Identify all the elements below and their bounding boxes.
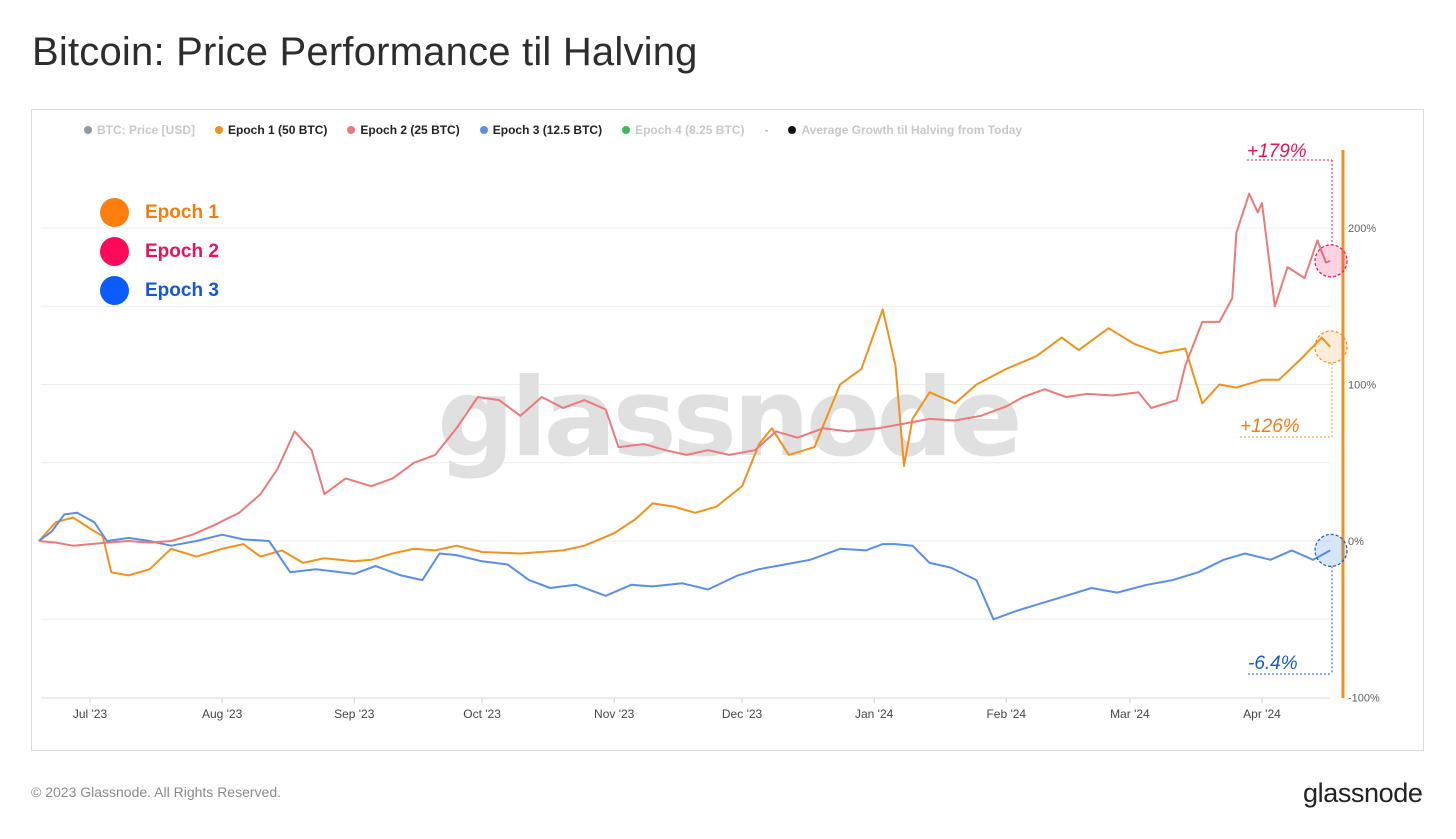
x-tick-label: Jan '24 [855, 707, 894, 721]
legend-item[interactable]: Epoch 4 (8.25 BTC) [622, 123, 744, 137]
legend-dot-icon [84, 126, 92, 134]
legend-dot-icon [788, 126, 797, 134]
legend-dot-icon [479, 126, 488, 134]
legend-label: Average Growth til Halving from Today [801, 123, 1023, 137]
x-tick-label: Dec '23 [722, 707, 763, 721]
endpoint-highlight-circle [1314, 533, 1348, 567]
legend-label: Epoch 1 (50 BTC) [228, 123, 328, 137]
series-line-3 [38, 511, 1331, 621]
epoch-dot-icon [100, 276, 129, 305]
watermark: glassnode [437, 356, 1018, 481]
glassnode-logo: glassnode [1303, 778, 1423, 808]
x-tick-label: Feb '24 [986, 707, 1026, 721]
epoch-dot-icon [100, 237, 129, 266]
legend-dot-icon [215, 126, 224, 134]
page-title: Bitcoin: Price Performance til Halving [32, 30, 698, 74]
x-tick-label: Aug '23 [202, 707, 243, 721]
legend-dot-icon [347, 126, 356, 134]
legend-item[interactable]: Average Growth til Halving from Today [788, 123, 1022, 137]
legend-dot-icon [622, 126, 631, 134]
x-tick-label: Mar '24 [1110, 707, 1150, 721]
annotation-label: -6.4% [1248, 653, 1298, 674]
epoch-label-row: Epoch 2 [100, 232, 219, 271]
annotation-label: +126% [1240, 416, 1300, 437]
x-tick-label: Sep '23 [334, 707, 375, 721]
x-tick-label: Apr '24 [1243, 707, 1281, 721]
epoch-label: Epoch 2 [145, 240, 219, 262]
legend-item[interactable]: Epoch 1 (50 BTC) [215, 123, 327, 137]
x-tick-label: Nov '23 [594, 707, 635, 721]
series-line-2 [38, 192, 1331, 547]
legend-item[interactable]: Epoch 3 (12.5 BTC) [479, 123, 603, 137]
endpoint-highlight-circle [1314, 330, 1348, 364]
y-tick-label: -100% [1348, 693, 1380, 705]
epoch-dot-icon [100, 198, 129, 227]
y-tick-label: 100% [1348, 380, 1376, 392]
legend-item[interactable]: BTC: Price [USD] [84, 123, 195, 137]
chart-frame [31, 109, 1424, 751]
epoch-label-row: Epoch 1 [100, 193, 219, 232]
chart-legend: BTC: Price [USD] Epoch 1 (50 BTC) Epoch 2 … [84, 122, 1042, 138]
epoch-label-legend: Epoch 1 Epoch 2 Epoch 3 [100, 193, 219, 310]
copyright-footer: © 2023 Glassnode. All Rights Reserved. [31, 784, 282, 800]
series-line-1 [38, 308, 1331, 577]
legend-item[interactable]: Epoch 2 (25 BTC) [347, 123, 460, 137]
y-tick-label: 0% [1348, 536, 1364, 548]
legend-label: Epoch 4 (8.25 BTC) [635, 123, 745, 137]
legend-separator: - [764, 123, 769, 137]
x-tick-label: Jul '23 [73, 707, 108, 721]
epoch-label: Epoch 3 [145, 279, 219, 301]
epoch-label-row: Epoch 3 [100, 271, 219, 310]
legend-label: Epoch 2 (25 BTC) [360, 123, 460, 137]
annotation-label: +179% [1247, 141, 1307, 162]
legend-label: BTC: Price [USD] [97, 123, 196, 137]
endpoint-highlight-circle [1314, 244, 1348, 278]
legend-label: Epoch 3 (12.5 BTC) [492, 123, 603, 137]
x-tick-label: Oct '23 [463, 707, 501, 721]
y-tick-label: 200% [1348, 223, 1376, 235]
epoch-label: Epoch 1 [145, 201, 219, 223]
